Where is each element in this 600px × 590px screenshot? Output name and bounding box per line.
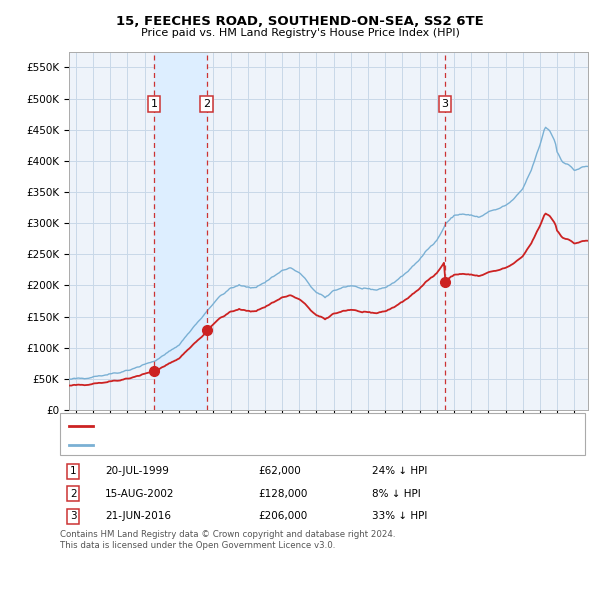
Text: Price paid vs. HM Land Registry's House Price Index (HPI): Price paid vs. HM Land Registry's House …	[140, 28, 460, 38]
Text: 24% ↓ HPI: 24% ↓ HPI	[372, 467, 427, 476]
Text: HPI: Average price, semi-detached house, Southend-on-Sea: HPI: Average price, semi-detached house,…	[99, 440, 391, 450]
Text: Contains HM Land Registry data © Crown copyright and database right 2024.
This d: Contains HM Land Registry data © Crown c…	[60, 530, 395, 550]
Text: 21-JUN-2016: 21-JUN-2016	[105, 512, 171, 521]
Text: 3: 3	[442, 99, 448, 109]
Text: 33% ↓ HPI: 33% ↓ HPI	[372, 512, 427, 521]
Text: £206,000: £206,000	[258, 512, 307, 521]
Text: 2: 2	[70, 489, 77, 499]
Bar	[154, 52, 207, 410]
Text: 1: 1	[70, 467, 77, 476]
Text: 20-JUL-1999: 20-JUL-1999	[105, 467, 169, 476]
Text: 8% ↓ HPI: 8% ↓ HPI	[372, 489, 421, 499]
Text: 1: 1	[151, 99, 158, 109]
Text: £62,000: £62,000	[258, 467, 301, 476]
Text: 15, FEECHES ROAD, SOUTHEND-ON-SEA, SS2 6TE (semi-detached house): 15, FEECHES ROAD, SOUTHEND-ON-SEA, SS2 6…	[99, 421, 458, 431]
Text: £128,000: £128,000	[258, 489, 307, 499]
Text: 15, FEECHES ROAD, SOUTHEND-ON-SEA, SS2 6TE: 15, FEECHES ROAD, SOUTHEND-ON-SEA, SS2 6…	[116, 15, 484, 28]
Text: 15-AUG-2002: 15-AUG-2002	[105, 489, 175, 499]
Text: 3: 3	[70, 512, 77, 521]
Text: 2: 2	[203, 99, 211, 109]
